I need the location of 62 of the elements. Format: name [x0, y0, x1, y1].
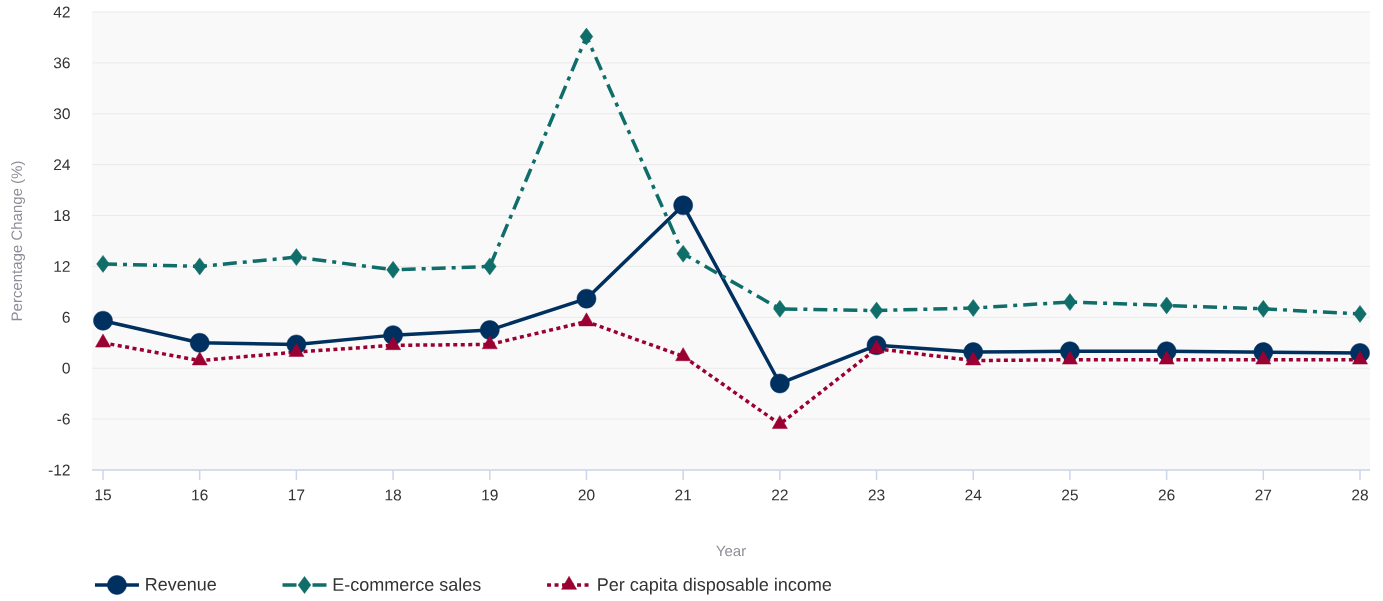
legend-label: E-commerce sales: [333, 577, 481, 591]
point: [480, 320, 500, 340]
y-tick-label: 36: [53, 57, 70, 69]
x-tick-label: 23: [868, 489, 885, 501]
y-axis-title: Percentage Change (%): [11, 161, 25, 321]
point: [288, 343, 305, 357]
x-axis-title: Year: [716, 545, 746, 557]
point: [770, 373, 790, 394]
x-tick-label: 24: [965, 489, 982, 501]
point: [578, 312, 595, 327]
point: [386, 261, 400, 279]
y-tick-label: -6: [57, 413, 70, 425]
x-tick-label: 19: [482, 489, 498, 501]
point: [385, 336, 401, 350]
point: [193, 257, 207, 276]
legend-label: Per capita disposable income: [598, 577, 832, 595]
x-tick-label: 22: [772, 489, 788, 501]
point: [1256, 300, 1270, 318]
x-tick-label: 18: [385, 489, 402, 501]
x-tick-label: 28: [1352, 489, 1368, 501]
point: [773, 300, 787, 318]
point: [1255, 350, 1272, 365]
y-tick-label: -12: [48, 464, 70, 476]
point: [676, 244, 690, 263]
x-tick-label: 15: [95, 489, 111, 501]
y-tick-label: 42: [53, 6, 70, 18]
y-tick-label: 6: [62, 311, 70, 323]
x-tick-label: 17: [288, 489, 305, 501]
point: [579, 27, 594, 46]
x-tick-label: 26: [1158, 489, 1175, 501]
point: [1353, 305, 1367, 323]
point: [673, 195, 693, 216]
point: [1062, 350, 1078, 365]
x-tick-label: 20: [578, 489, 595, 501]
point: [1158, 350, 1175, 365]
point: [96, 255, 110, 273]
point: [189, 333, 210, 353]
point: [1063, 293, 1077, 311]
legend-label: Revenue: [146, 578, 216, 591]
y-tick-label: 0: [62, 362, 70, 374]
point: [289, 248, 304, 266]
point: [191, 351, 208, 366]
x-tick-label: 16: [192, 489, 208, 501]
point: [576, 288, 597, 309]
point: [1352, 350, 1368, 365]
y-tick-label: 24: [54, 159, 71, 171]
point: [481, 335, 498, 350]
x-tick-label: 21: [675, 489, 692, 501]
point: [772, 415, 788, 429]
point: [95, 333, 111, 348]
point: [1159, 296, 1174, 315]
x-tick-label: 25: [1062, 489, 1078, 501]
point: [966, 299, 980, 317]
point: [965, 351, 982, 366]
point: [869, 301, 884, 320]
point: [483, 257, 497, 276]
y-tick-label: 12: [54, 261, 70, 272]
point: [675, 347, 691, 361]
y-tick-label: 18: [54, 210, 70, 222]
x-tick-label: 27: [1255, 489, 1272, 501]
point: [93, 310, 113, 331]
y-tick-label: 30: [53, 108, 70, 120]
